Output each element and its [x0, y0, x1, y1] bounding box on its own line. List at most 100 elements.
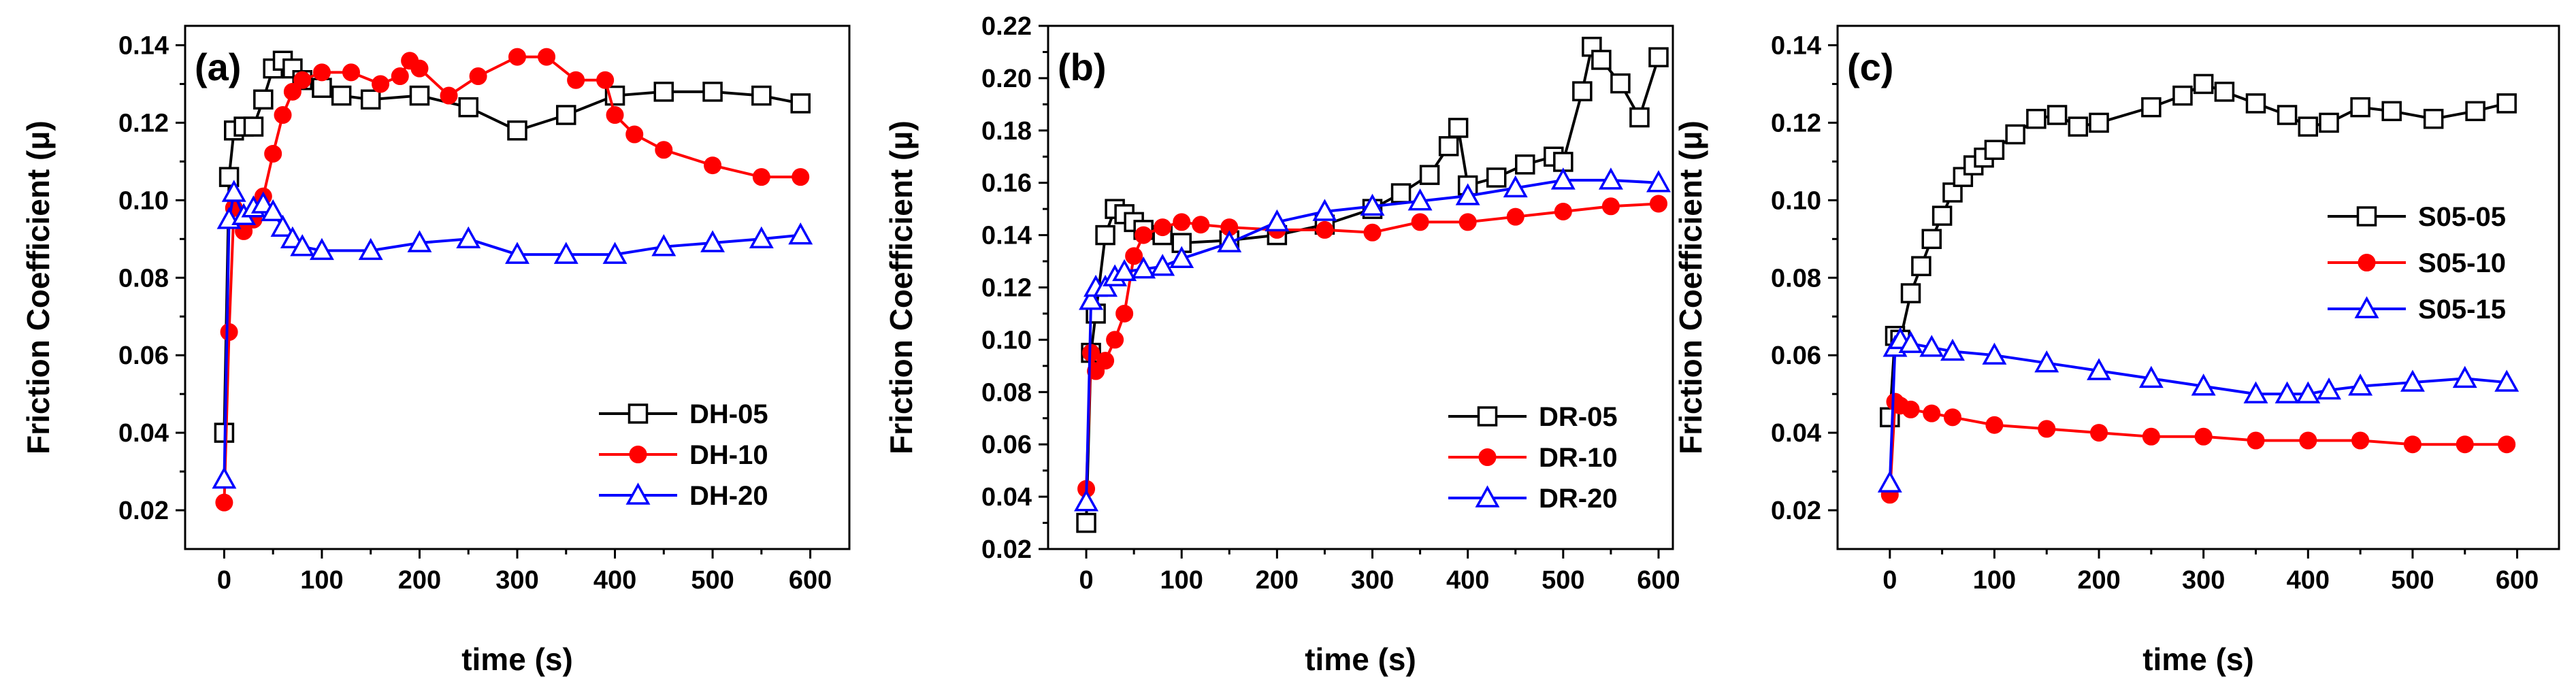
data-point [1877, 470, 1902, 493]
data-point [655, 141, 673, 159]
data-point [1943, 408, 1961, 427]
data-point [1940, 338, 1965, 361]
panel-label: (c) [1847, 46, 1893, 88]
data-point [290, 234, 315, 256]
data-point [1076, 512, 1096, 533]
data-point [2319, 112, 2339, 133]
data-point [1360, 193, 1385, 216]
data-point [407, 230, 432, 252]
data-point [1591, 50, 1612, 70]
y-tick-label: 0.02 [1771, 497, 1821, 525]
data-point [469, 67, 487, 86]
data-point [410, 59, 429, 78]
data-point [2191, 373, 2216, 396]
data-point [1079, 288, 1104, 310]
data-point [1316, 220, 1334, 239]
legend-marker [1475, 485, 1500, 508]
y-tick-label: 0.14 [118, 31, 169, 60]
data-point [1550, 167, 1576, 190]
legend-label: DR-20 [1539, 484, 1618, 514]
data-point [2141, 97, 2162, 118]
data-point [2193, 73, 2214, 95]
x-tick-label: 100 [1160, 566, 1203, 595]
plot-frame [1836, 24, 2560, 550]
data-point [221, 180, 246, 202]
data-point [309, 237, 334, 261]
data-point [358, 237, 383, 261]
data-point [1455, 183, 1480, 205]
data-point [391, 67, 409, 86]
panel-label: (a) [195, 46, 241, 88]
chart-panel-c: 0 100 200 300 400 500 600 0.02 0.04 0.06 0.08 0.10 0… [1673, 24, 2560, 677]
data-point [788, 222, 813, 245]
legend-label: DH-05 [689, 399, 768, 429]
y-tick-label: 0.02 [118, 497, 169, 525]
legend: DH-05 DH-10 DH-20 [599, 399, 768, 511]
x-tick-label: 300 [2182, 566, 2225, 595]
legend-marker [625, 482, 651, 505]
data-point [1390, 183, 1412, 203]
data-point [2194, 427, 2213, 446]
data-point [2423, 108, 2444, 129]
data-point [212, 466, 237, 489]
x-tick-label: 500 [691, 566, 734, 595]
x-tick-label: 400 [1446, 566, 1489, 595]
data-point [1646, 170, 1671, 193]
x-tick-label: 400 [593, 566, 636, 595]
x-tick-label: 600 [789, 566, 832, 595]
y-tick-label: 0.04 [981, 483, 1032, 512]
data-point [2403, 435, 2422, 454]
data-point [2090, 424, 2108, 442]
data-point [1173, 213, 1191, 231]
data-point [1150, 254, 1175, 276]
data-point [2214, 82, 2235, 102]
y-tick-label: 0.02 [981, 535, 1032, 564]
data-point [790, 93, 811, 114]
data-point [596, 71, 615, 89]
data-point [1154, 218, 1172, 237]
data-point [2299, 431, 2317, 450]
x-tick-label: 0 [217, 566, 231, 595]
data-point [243, 116, 264, 137]
x-tick-label: 0 [1079, 566, 1093, 595]
data-point [1407, 188, 1433, 211]
chart-panel-b: 0 100 200 300 400 500 600 0.02 0.04 0.06 0.08 0.10 0… [883, 12, 1680, 677]
data-point [651, 234, 676, 256]
x-axis-title: time (s) [2142, 642, 2254, 677]
data-point [507, 120, 527, 141]
y-tick-label: 0.14 [1771, 31, 1821, 60]
x-tick-label: 0 [1882, 566, 1897, 595]
data-point [1095, 225, 1115, 246]
data-point [700, 230, 725, 252]
data-point [653, 82, 674, 102]
y-tick-label: 0.10 [118, 186, 169, 215]
data-point [312, 63, 331, 82]
data-point [220, 323, 238, 342]
data-point [1438, 136, 1459, 156]
data-point [312, 78, 332, 98]
data-point [253, 89, 274, 110]
data-point [1503, 175, 1528, 198]
x-tick-label: 600 [2496, 566, 2539, 595]
legend-label: S05-10 [2418, 248, 2506, 278]
data-point [752, 168, 770, 186]
data-point [2275, 381, 2300, 403]
series-DR-20 [1074, 167, 1671, 512]
data-point [2005, 124, 2025, 145]
panel-label: (b) [1058, 46, 1107, 88]
data-point [602, 242, 627, 264]
x-tick-label: 400 [2287, 566, 2330, 595]
y-tick-label: 0.08 [118, 264, 169, 293]
data-point [1125, 247, 1143, 265]
legend-marker [2356, 206, 2377, 227]
data-point [792, 168, 810, 186]
legend: S05-05 S05-10 S05-15 [2328, 202, 2506, 325]
y-tick-label: 0.04 [118, 419, 169, 448]
data-point [2026, 108, 2047, 129]
data-point [261, 199, 286, 222]
data-point [1649, 195, 1667, 213]
data-point [508, 48, 526, 66]
data-point [1192, 216, 1210, 234]
data-point [1135, 226, 1153, 244]
data-point [1074, 489, 1099, 512]
